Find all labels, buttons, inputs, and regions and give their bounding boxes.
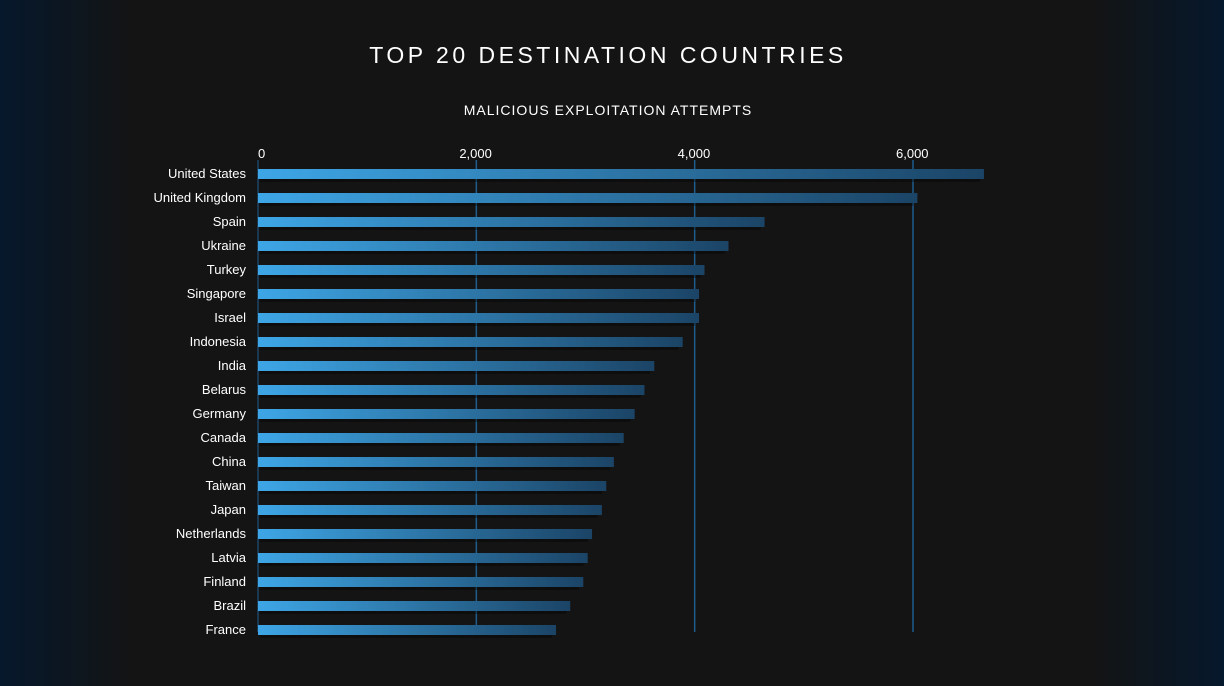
- x-tick-label: 0: [258, 146, 265, 161]
- bar: [258, 481, 607, 491]
- category-label: Finland: [203, 574, 246, 589]
- x-tick-label: 4,000: [678, 146, 711, 161]
- chart-title: TOP 20 DESTINATION COUNTRIES: [369, 42, 847, 68]
- x-axis-ticks: 0 2,000 4,000 6,000: [258, 146, 929, 161]
- bar: [258, 457, 614, 467]
- bar: [258, 553, 588, 563]
- category-label: Germany: [193, 406, 247, 421]
- category-label: Taiwan: [206, 478, 246, 493]
- category-label: Turkey: [207, 262, 247, 277]
- bar: [258, 505, 602, 515]
- category-label: Israel: [214, 310, 246, 325]
- category-label: United States: [168, 166, 247, 181]
- category-labels: United States United Kingdom Spain Ukraine T…: [154, 166, 247, 637]
- bar: [258, 577, 584, 587]
- category-label: Ukraine: [201, 238, 246, 253]
- bars: [258, 169, 984, 638]
- bar: [258, 409, 635, 419]
- category-label: Japan: [211, 502, 246, 517]
- category-label: Netherlands: [176, 526, 247, 541]
- bar: [258, 313, 700, 323]
- category-label: United Kingdom: [154, 190, 247, 205]
- category-label: India: [218, 358, 247, 373]
- category-label: Brazil: [213, 598, 246, 613]
- x-tick-label: 2,000: [459, 146, 492, 161]
- category-label: Singapore: [187, 286, 246, 301]
- category-label: Canada: [200, 430, 246, 445]
- bar: [258, 361, 655, 371]
- category-label: Indonesia: [190, 334, 247, 349]
- category-label: Spain: [213, 214, 246, 229]
- category-label: China: [212, 454, 247, 469]
- category-label: Belarus: [202, 382, 247, 397]
- bar: [258, 529, 593, 539]
- category-label: France: [206, 622, 246, 637]
- bar: [258, 193, 918, 203]
- bar: [258, 337, 683, 347]
- bar: [258, 265, 705, 275]
- bar: [258, 601, 571, 611]
- bar: [258, 241, 729, 251]
- bar: [258, 625, 557, 635]
- bar: [258, 169, 984, 179]
- chart-subtitle: MALICIOUS EXPLOITATION ATTEMPTS: [463, 102, 753, 118]
- category-label: Latvia: [211, 550, 246, 565]
- x-tick-label: 6,000: [896, 146, 929, 161]
- bar: [258, 385, 645, 395]
- bar: [258, 217, 765, 227]
- bar: [258, 433, 624, 443]
- bar: [258, 289, 700, 299]
